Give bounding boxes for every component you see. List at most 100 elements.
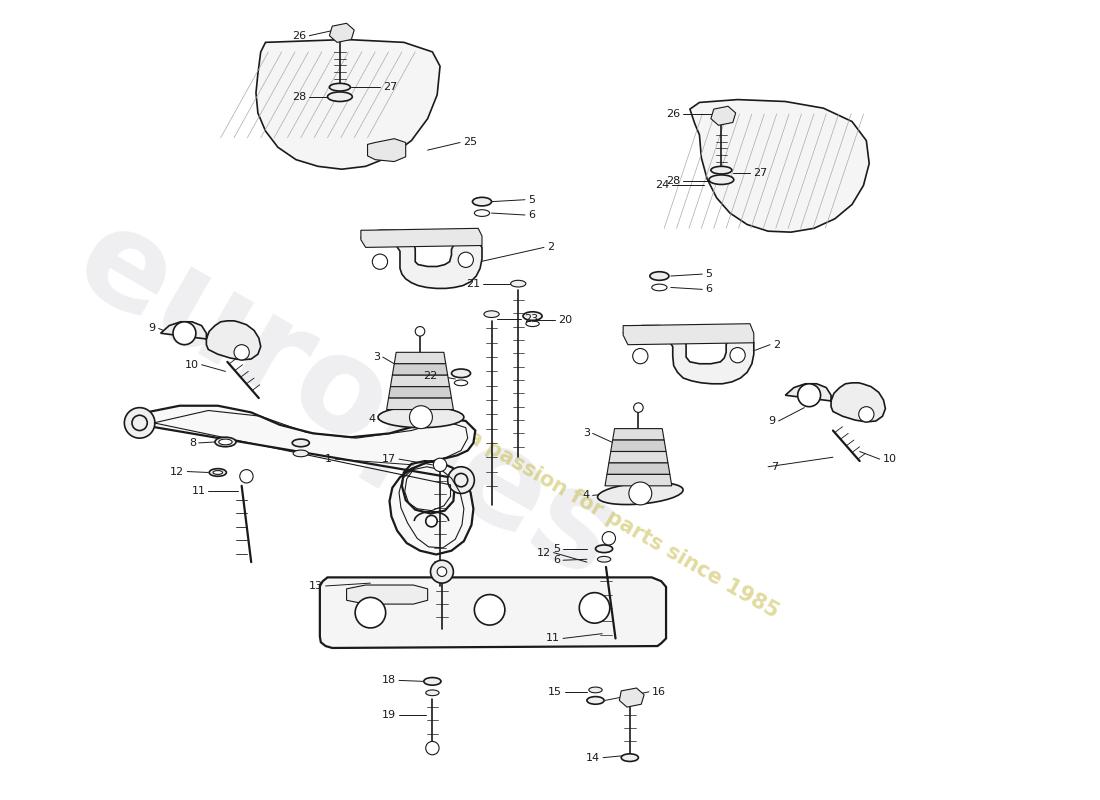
Ellipse shape <box>424 678 441 685</box>
Polygon shape <box>390 375 450 386</box>
Polygon shape <box>613 429 664 440</box>
Circle shape <box>459 252 473 267</box>
Polygon shape <box>608 451 668 463</box>
Ellipse shape <box>650 272 669 280</box>
Text: 6: 6 <box>705 284 712 294</box>
Ellipse shape <box>209 469 227 476</box>
Text: 5: 5 <box>528 194 535 205</box>
Text: 19: 19 <box>382 710 396 720</box>
Text: a passion for parts since 1985: a passion for parts since 1985 <box>464 426 782 622</box>
Polygon shape <box>161 321 261 360</box>
Ellipse shape <box>473 198 492 206</box>
Circle shape <box>124 408 155 438</box>
Text: 10: 10 <box>185 360 199 370</box>
Text: 13: 13 <box>309 581 322 591</box>
Text: 9: 9 <box>148 323 156 334</box>
Polygon shape <box>619 688 645 707</box>
Ellipse shape <box>711 166 732 174</box>
Ellipse shape <box>378 406 464 428</box>
Text: 3: 3 <box>373 352 380 362</box>
Text: 3: 3 <box>583 428 590 438</box>
Text: 14: 14 <box>586 753 601 762</box>
Text: 5: 5 <box>553 544 560 554</box>
Ellipse shape <box>652 284 667 291</box>
Ellipse shape <box>510 280 526 287</box>
Ellipse shape <box>621 754 638 762</box>
Text: 26: 26 <box>667 109 681 119</box>
Ellipse shape <box>595 545 613 553</box>
Polygon shape <box>623 326 754 384</box>
Circle shape <box>234 345 250 360</box>
Text: 20: 20 <box>559 315 572 325</box>
Text: 2: 2 <box>547 242 554 253</box>
Ellipse shape <box>587 697 604 704</box>
Polygon shape <box>623 324 754 345</box>
Circle shape <box>602 532 616 545</box>
Circle shape <box>859 406 874 422</box>
Circle shape <box>629 482 652 505</box>
Text: 28: 28 <box>293 92 307 102</box>
Text: 7: 7 <box>771 462 778 472</box>
Polygon shape <box>386 398 453 410</box>
Text: 23: 23 <box>524 314 538 324</box>
Polygon shape <box>711 106 736 126</box>
Text: 4: 4 <box>583 490 590 500</box>
Ellipse shape <box>710 175 734 185</box>
Circle shape <box>372 254 387 270</box>
Circle shape <box>433 458 447 471</box>
Polygon shape <box>329 23 354 42</box>
Text: 1: 1 <box>326 454 332 464</box>
Circle shape <box>730 347 745 363</box>
Polygon shape <box>394 352 446 364</box>
Polygon shape <box>361 230 482 289</box>
Ellipse shape <box>426 690 439 696</box>
Ellipse shape <box>328 92 352 102</box>
Text: 27: 27 <box>752 168 767 178</box>
Circle shape <box>437 567 447 577</box>
Circle shape <box>240 470 253 483</box>
Polygon shape <box>605 474 672 486</box>
Text: 17: 17 <box>382 454 396 464</box>
Text: 10: 10 <box>882 454 896 464</box>
Circle shape <box>634 403 643 412</box>
Circle shape <box>474 594 505 625</box>
Polygon shape <box>367 138 406 162</box>
Circle shape <box>173 322 196 345</box>
Ellipse shape <box>329 83 351 91</box>
Polygon shape <box>388 386 451 398</box>
Circle shape <box>409 406 432 429</box>
Polygon shape <box>346 585 428 604</box>
Text: 28: 28 <box>667 176 681 186</box>
Ellipse shape <box>213 470 222 474</box>
Text: 4: 4 <box>368 414 375 424</box>
Circle shape <box>580 593 609 623</box>
Circle shape <box>798 384 821 406</box>
Polygon shape <box>607 463 670 474</box>
Ellipse shape <box>484 311 499 318</box>
Ellipse shape <box>588 687 602 693</box>
Circle shape <box>426 515 437 527</box>
Polygon shape <box>610 440 667 451</box>
Text: 8: 8 <box>189 438 196 448</box>
Text: 15: 15 <box>548 687 562 697</box>
Ellipse shape <box>454 380 467 386</box>
Polygon shape <box>135 406 475 554</box>
Ellipse shape <box>451 369 471 378</box>
Text: 5: 5 <box>705 269 712 279</box>
Text: 22: 22 <box>422 371 437 381</box>
Text: 25: 25 <box>463 138 477 147</box>
Text: 21: 21 <box>466 278 480 289</box>
Ellipse shape <box>294 450 308 457</box>
Text: 2: 2 <box>773 340 780 350</box>
Polygon shape <box>256 39 440 170</box>
Circle shape <box>430 560 453 583</box>
Text: 27: 27 <box>383 82 397 92</box>
Ellipse shape <box>526 321 539 326</box>
Text: 6: 6 <box>528 210 535 220</box>
Circle shape <box>448 466 474 494</box>
Text: 16: 16 <box>652 687 666 697</box>
Text: 6: 6 <box>553 555 560 566</box>
Ellipse shape <box>597 482 683 505</box>
Polygon shape <box>320 578 667 648</box>
Ellipse shape <box>219 439 232 445</box>
